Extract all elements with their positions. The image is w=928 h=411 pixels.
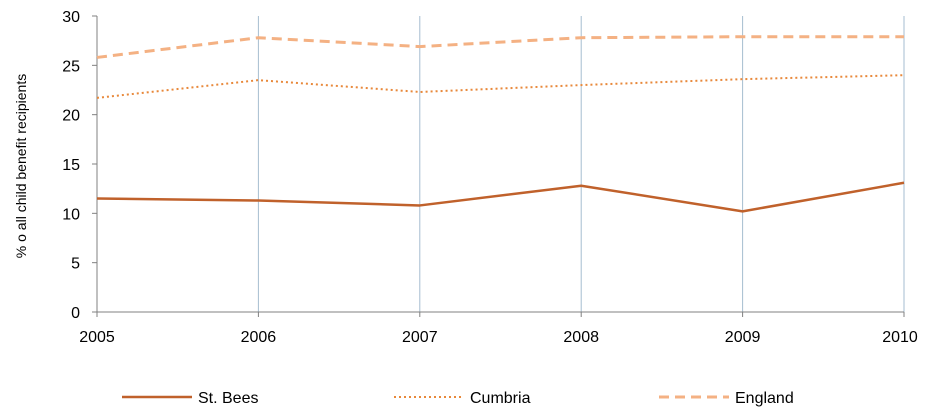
y-tick-label: 0	[71, 305, 80, 322]
y-tick-label: 30	[62, 9, 80, 26]
x-tick-label: 2006	[241, 329, 277, 346]
vertical-gridlines	[257, 16, 905, 312]
y-tick-label: 5	[71, 256, 80, 273]
x-tick-label: 2010	[882, 329, 918, 346]
legend: St. Bees Cumbria England	[122, 390, 794, 407]
y-axis-label: % o all child benefit recipients	[13, 74, 29, 258]
y-tick-label: 20	[62, 108, 80, 125]
series-line-st-bees	[96, 181, 905, 213]
y-tick-label: 15	[62, 157, 80, 174]
axes	[92, 15, 905, 317]
legend-label-cumbria: Cumbria	[470, 390, 531, 407]
y-tick-label: 10	[62, 206, 80, 223]
x-tick-label: 2009	[725, 329, 761, 346]
series-lines	[96, 35, 905, 213]
x-tick-label: 2005	[79, 329, 115, 346]
x-tick-label: 2008	[563, 329, 599, 346]
legend-label-st-bees: St. Bees	[198, 390, 258, 407]
y-tick-labels: 0 5 10 15 20 25 30	[62, 9, 80, 322]
legend-label-england: England	[735, 390, 794, 407]
series-line-england	[96, 35, 904, 59]
series-line-cumbria	[96, 74, 905, 99]
y-tick-label: 25	[62, 58, 80, 75]
x-tick-label: 2007	[402, 329, 438, 346]
x-tick-labels: 2005 2006 2007 2008 2009 2010	[79, 329, 918, 346]
